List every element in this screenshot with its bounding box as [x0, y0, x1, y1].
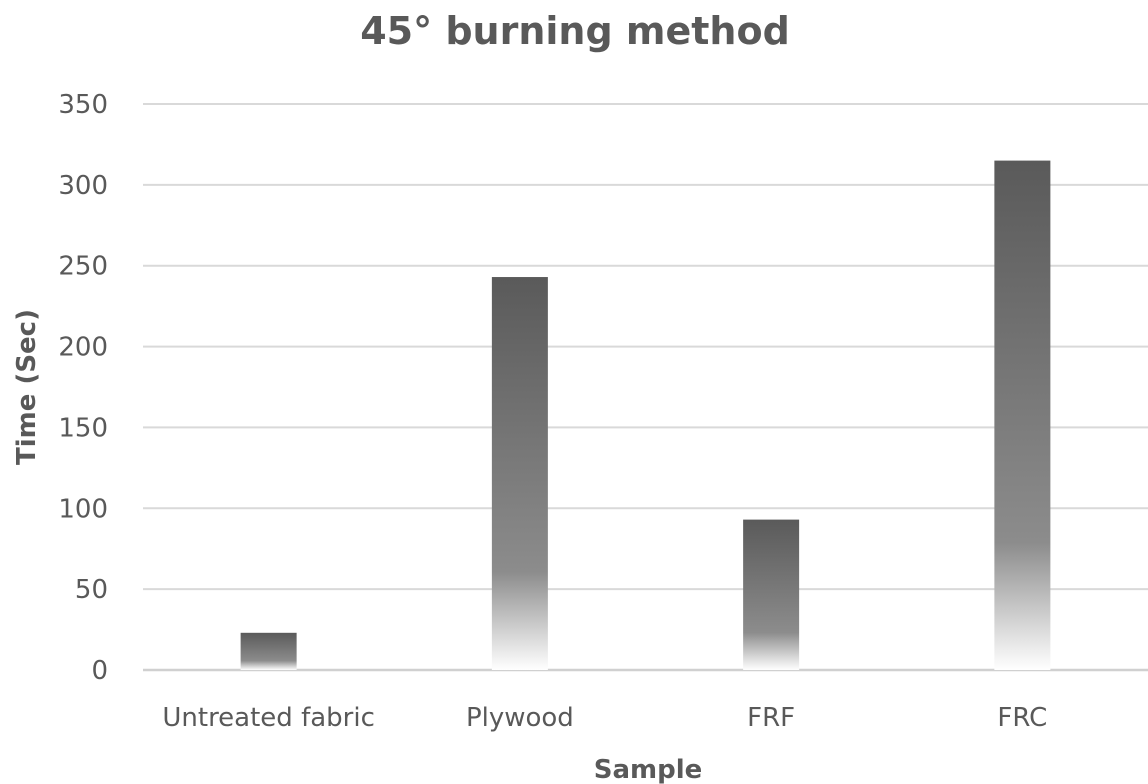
bars — [240, 160, 1051, 670]
bar — [994, 160, 1051, 670]
bar — [240, 632, 297, 670]
x-tick-label: Plywood — [466, 703, 574, 733]
y-tick-label: 350 — [58, 90, 108, 120]
x-tick-label: Untreated fabric — [162, 703, 375, 733]
y-axis-ticks: 0 50 100 150 200 250 300 350 — [58, 90, 108, 686]
x-tick-label: FRC — [997, 703, 1047, 733]
y-tick-label: 100 — [58, 494, 108, 524]
y-tick-label: 300 — [58, 171, 108, 201]
y-tick-label: 200 — [58, 333, 108, 363]
bar — [491, 277, 548, 670]
y-axis-title: Time (Sec) — [12, 309, 42, 465]
x-tick-label: FRF — [747, 703, 795, 733]
y-tick-label: 50 — [75, 575, 108, 605]
y-tick-label: 250 — [58, 252, 108, 282]
gridlines — [143, 103, 1148, 672]
y-tick-label: 0 — [91, 656, 108, 686]
y-tick-label: 150 — [58, 413, 108, 443]
x-axis-ticks: Untreated fabric Plywood FRF FRC — [162, 703, 1047, 733]
chart-title: 45° burning method — [360, 9, 790, 53]
bar — [743, 519, 800, 670]
x-axis-title: Sample — [594, 755, 703, 784]
